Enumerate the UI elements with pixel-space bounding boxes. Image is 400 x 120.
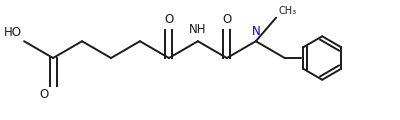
- Text: O: O: [39, 88, 48, 101]
- Text: O: O: [222, 13, 232, 26]
- Text: CH₃: CH₃: [278, 6, 296, 16]
- Text: NH: NH: [189, 24, 207, 36]
- Text: O: O: [164, 13, 174, 26]
- Text: HO: HO: [4, 26, 22, 39]
- Text: N: N: [252, 25, 260, 38]
